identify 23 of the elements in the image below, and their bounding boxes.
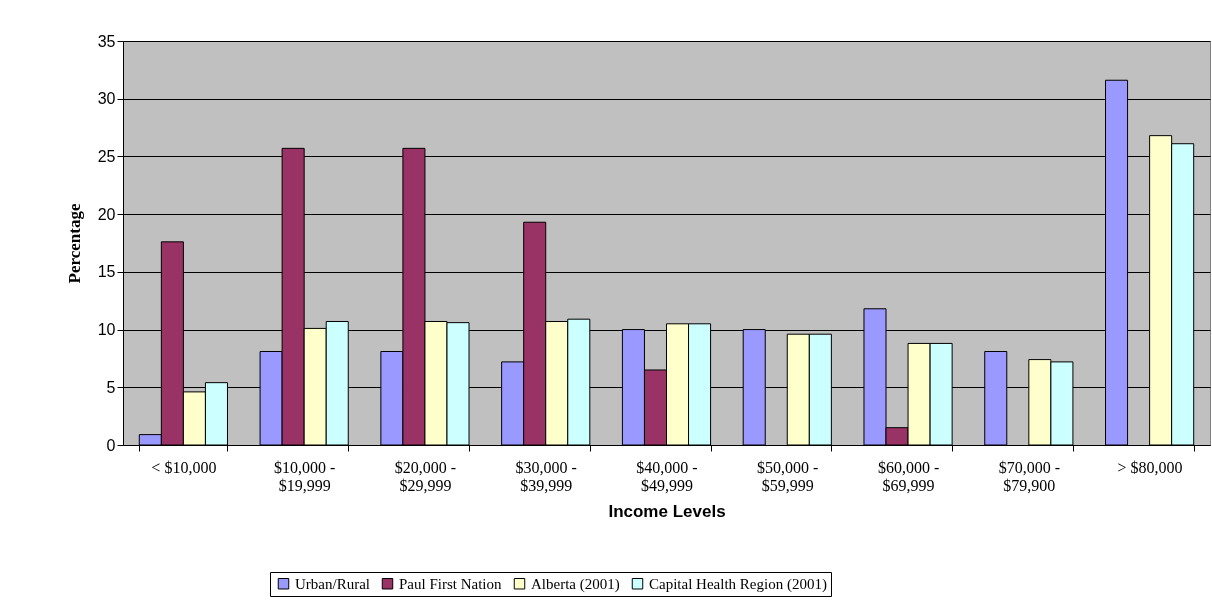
y-tick-label: 30 [97,90,116,108]
y-tick-label: 5 [106,378,116,396]
y-tick-label: 35 [97,32,116,50]
legend-label: Urban/Rural [295,575,370,592]
x-tick-label: $60,000 - $69,999 [877,458,940,494]
legend-label: Paul First Nation [399,575,502,592]
x-tick-label: $40,000 - $49,999 [636,458,698,494]
x-tick-label: $70,000 - $79,900 [998,458,1060,494]
x-tick-label: $30,000 - $39,999 [515,458,577,494]
y-tick-label: 20 [97,205,116,223]
legend-label: Capital Health Region (2001) [649,575,827,593]
x-tick-label: $50,000 - $59,999 [757,458,819,494]
x-tick-label: $10,000 - $19,999 [274,458,336,494]
legend-label: Alberta (2001) [531,575,620,593]
y-tick-label: 0 [106,436,116,454]
y-axis-title: Percentage [64,203,84,284]
x-tick-label: > $80,000 [1117,458,1183,476]
x-tick-label: $20,000 - $29,999 [394,458,457,494]
x-tick-label: < $10,000 [151,458,217,476]
y-tick-label: 25 [97,147,116,165]
x-axis-title: Income Levels [608,501,726,521]
y-tick-label: 15 [97,263,116,281]
y-tick-label: 10 [97,321,116,339]
